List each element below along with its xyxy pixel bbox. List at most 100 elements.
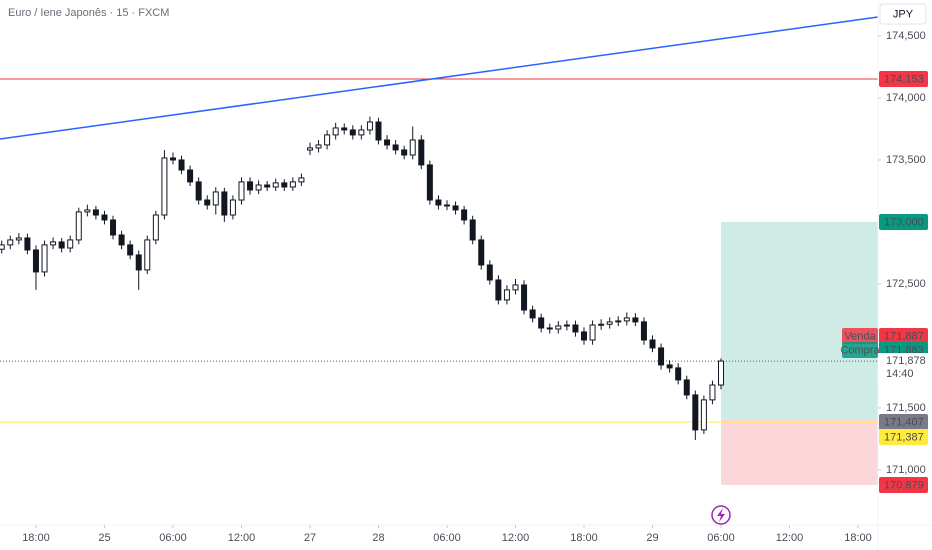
candle-body (272, 182, 279, 188)
trend-line (0, 16, 879, 140)
price-label: 171,387 (884, 431, 924, 443)
candle-body (41, 244, 48, 273)
candle-body (461, 209, 468, 221)
candle-body (247, 181, 254, 191)
chart-title: Euro / Iene Japonês · 15 · FXCM (8, 7, 169, 19)
y-tick-label: 173,500 (886, 154, 926, 166)
candle-body (204, 199, 211, 206)
candle-body (0, 244, 5, 250)
candle-body (692, 394, 699, 431)
x-tick-label: 12:00 (502, 532, 530, 544)
candle-body (658, 347, 665, 366)
x-tick-label: 12:00 (776, 532, 804, 544)
candle-body (187, 169, 194, 183)
candle-body (700, 399, 707, 431)
x-tick-label: 27 (304, 532, 316, 544)
candle-body (443, 204, 450, 207)
candle-body (32, 249, 39, 273)
replay-icon[interactable] (711, 505, 731, 525)
candle-body (718, 360, 725, 386)
candle-body (401, 149, 408, 156)
candle-body (529, 309, 536, 319)
candle-body (92, 209, 99, 216)
price-label: 173,000 (884, 216, 924, 228)
y-tick-label: 174,000 (886, 92, 926, 104)
candle-body (24, 237, 31, 251)
candle-body (375, 121, 382, 141)
candle-body (50, 241, 57, 246)
candle-body (229, 199, 236, 216)
x-tick-label: 28 (372, 532, 384, 544)
candle-body (135, 254, 142, 271)
candle-body (315, 144, 322, 149)
candle-body (452, 205, 459, 211)
candle-body (555, 325, 562, 330)
y-tick-label: 172,500 (886, 278, 926, 290)
price-tag-box (842, 342, 878, 358)
candle-body (426, 164, 433, 201)
candle-body (75, 211, 82, 241)
candle-body (118, 234, 125, 246)
candle-body (67, 239, 74, 249)
candle-body (306, 147, 313, 151)
icon-bolt[interactable] (717, 508, 725, 522)
x-tick-label: 12:00 (228, 532, 256, 544)
candle-body (349, 129, 356, 136)
candle-body (675, 367, 682, 381)
candle-body (598, 323, 605, 326)
candle-body (101, 214, 108, 221)
candle-body (409, 139, 416, 156)
candle-body (418, 139, 425, 166)
candle-body (144, 239, 151, 271)
currency[interactable]: JPY (893, 8, 914, 20)
candle-body (366, 121, 373, 131)
x-tick-label: 06:00 (433, 532, 461, 544)
candle-body (572, 324, 579, 333)
currency-button[interactable] (879, 3, 927, 25)
candle-body (127, 244, 134, 256)
candle-body (332, 127, 339, 136)
candle-body (341, 127, 348, 131)
price-label-box (879, 414, 928, 430)
price-label-box (879, 70, 928, 87)
x-tick-label: 18:00 (22, 532, 50, 544)
candle-body (589, 324, 596, 341)
candle-body (7, 239, 14, 246)
price-label: 170,879 (884, 479, 924, 491)
candle-body (221, 191, 228, 216)
y-tick-label: 171,000 (886, 464, 926, 476)
candle-body (264, 184, 271, 188)
candle-body (469, 219, 476, 241)
candle-body (255, 184, 262, 191)
candle-body (358, 129, 365, 136)
candle-body (212, 191, 219, 206)
candle-body (649, 339, 656, 349)
price-label-time: 14:40 (886, 368, 914, 380)
candle-body (503, 289, 510, 301)
candle-body (615, 320, 622, 323)
price-label: 174,153 (884, 73, 924, 85)
candle-body (632, 317, 639, 323)
x-tick-label: 06:00 (707, 532, 735, 544)
candle-body (640, 321, 647, 341)
candle-body (495, 279, 502, 301)
profit-zone (721, 221, 878, 420)
candle-body (478, 239, 485, 266)
candle-body (666, 364, 673, 369)
candle-body (58, 241, 65, 249)
candle-body (581, 331, 588, 341)
candle-body (110, 219, 117, 236)
price-labels: 174,153173,000171,887Venda171,883Compra1… (840, 70, 932, 493)
candles (0, 116, 725, 440)
candle-body (392, 144, 399, 151)
price-label-box (879, 476, 928, 493)
position-tool (721, 221, 878, 485)
x-tick-label: 29 (646, 532, 658, 544)
candle-body (178, 159, 185, 171)
candle-body (538, 317, 545, 329)
price-label-box (879, 429, 928, 445)
candle-body (512, 284, 519, 291)
